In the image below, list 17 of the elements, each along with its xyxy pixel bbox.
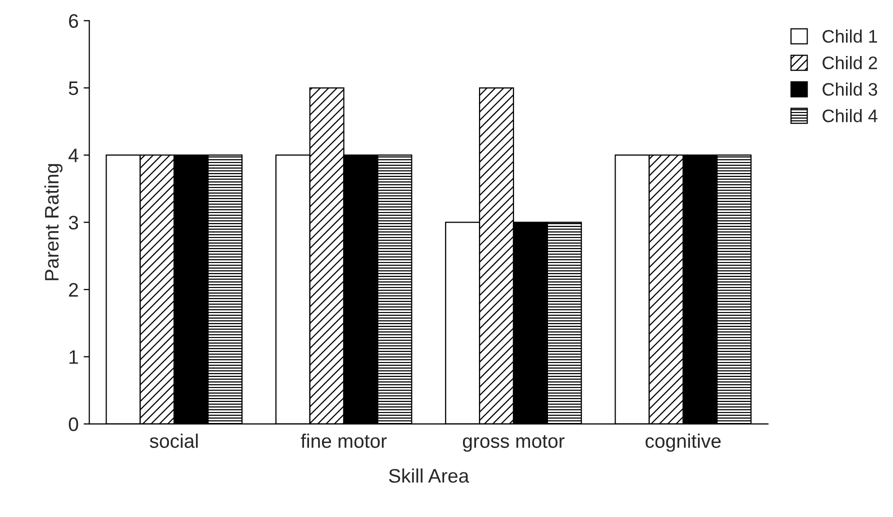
legend-label: Child 4 <box>822 108 878 122</box>
y-tick-label: 2 <box>69 282 78 297</box>
y-tick-label: 0 <box>68 417 78 432</box>
x-tick-label: cognitive <box>646 434 721 452</box>
x-tick-label: social <box>150 434 198 448</box>
y-tick-label: 1 <box>70 350 78 364</box>
y-tick-label: 3 <box>68 216 78 230</box>
x-tick-label: fine motor <box>300 434 387 448</box>
y-tick-label: 5 <box>68 82 78 96</box>
y-tick-label: 6 <box>69 14 78 28</box>
legend-label: Child 2 <box>822 56 878 70</box>
y-tick-label: 4 <box>68 148 78 162</box>
legend-label: Child 1 <box>822 30 878 43</box>
legend-label: Child 3 <box>822 82 878 96</box>
y-axis-title: Parent Rating <box>44 164 63 280</box>
x-tick-label: gross motor <box>462 435 564 452</box>
x-axis-title: Skill Area <box>388 468 470 483</box>
